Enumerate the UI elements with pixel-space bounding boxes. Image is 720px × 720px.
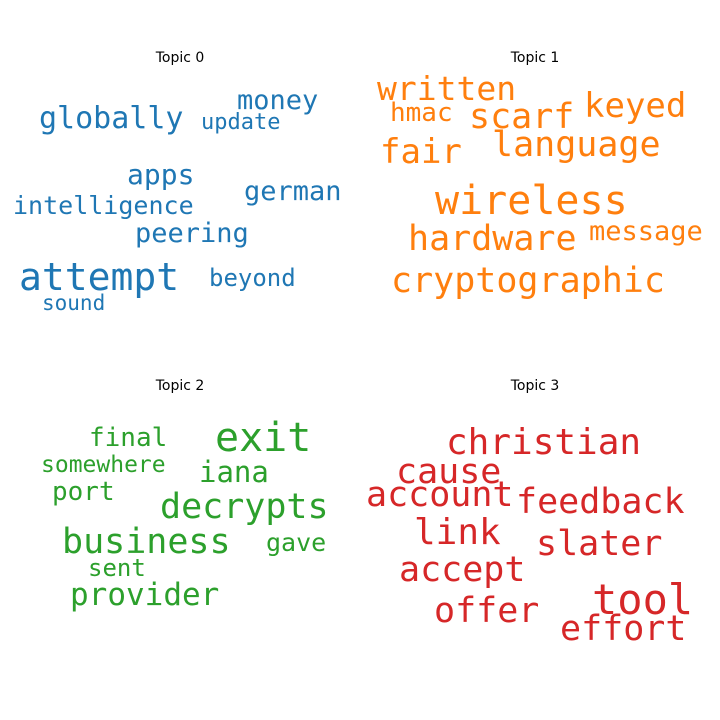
topic-2-word-somewhere: somewhere	[41, 452, 166, 478]
topic-1-word-fair: fair	[380, 132, 462, 172]
topic-3-word-christian: christian	[446, 422, 642, 463]
topic-1-word-written: written	[377, 69, 517, 108]
topic-2-word-business: business	[62, 522, 231, 562]
topic-1-word-hmac: hmac	[390, 98, 453, 128]
topic-2-word-iana: iana	[199, 455, 269, 489]
topic-3-panel: Topic 3 christian cause account feedback…	[355, 328, 715, 688]
topic-0-word-beyond: beyond	[209, 264, 296, 292]
topic-0-word-german: german	[244, 176, 342, 207]
topic-3-word-account: account	[366, 475, 514, 515]
topic-2-panel: Topic 2 final exit somewhere iana port d…	[0, 328, 360, 688]
topic-1-word-scarf: scarf	[469, 97, 575, 137]
topic-3-title: Topic 3	[510, 378, 560, 394]
topic-0-panel: Topic 0 money globally update apps germa…	[0, 0, 360, 360]
topic-0-word-attempt: attempt	[19, 255, 180, 299]
topic-3-word-feedback: feedback	[516, 482, 685, 522]
topic-1-word-wireless: wireless	[435, 178, 628, 224]
topic-3-word-offer: offer	[434, 591, 540, 631]
topic-3-word-slater: slater	[536, 524, 663, 564]
topic-1-word-cryptographic: cryptographic	[391, 261, 665, 301]
topic-3-word-cause: cause	[396, 452, 502, 492]
topic-2-word-sent: sent	[88, 554, 146, 582]
topic-2-title: Topic 2	[155, 378, 205, 394]
topic-2-word-exit: exit	[215, 415, 312, 461]
topic-1-title: Topic 1	[510, 50, 560, 66]
topic-1-word-keyed: keyed	[584, 86, 687, 126]
topic-2-word-port: port	[52, 477, 115, 507]
topic-0-word-apps: apps	[127, 158, 195, 191]
topic-0-word-peering: peering	[135, 218, 249, 249]
topic-2-word-gave: gave	[266, 528, 327, 557]
topic-1-word-hardware: hardware	[408, 219, 577, 259]
topic-2-word-provider: provider	[70, 577, 220, 613]
topic-0-title: Topic 0	[155, 50, 205, 66]
topic-3-word-link: link	[414, 512, 501, 553]
topic-0-word-intelligence: intelligence	[13, 191, 194, 220]
topic-0-word-money: money	[237, 85, 319, 116]
topic-0-word-update: update	[201, 110, 281, 135]
topic-0-word-sound: sound	[42, 291, 106, 315]
topic-0-word-globally: globally	[39, 101, 184, 136]
topic-3-word-effort: effort	[560, 609, 687, 649]
topic-2-word-final: final	[89, 423, 168, 453]
topic-2-word-decrypts: decrypts	[160, 487, 329, 527]
topic-1-panel: Topic 1 written hmac scarf keyed languag…	[355, 0, 715, 360]
topic-3-word-accept: accept	[399, 550, 526, 590]
topic-1-word-message: message	[589, 216, 703, 247]
topic-3-word-tool: tool	[592, 575, 694, 624]
topic-1-word-language: language	[492, 125, 661, 165]
